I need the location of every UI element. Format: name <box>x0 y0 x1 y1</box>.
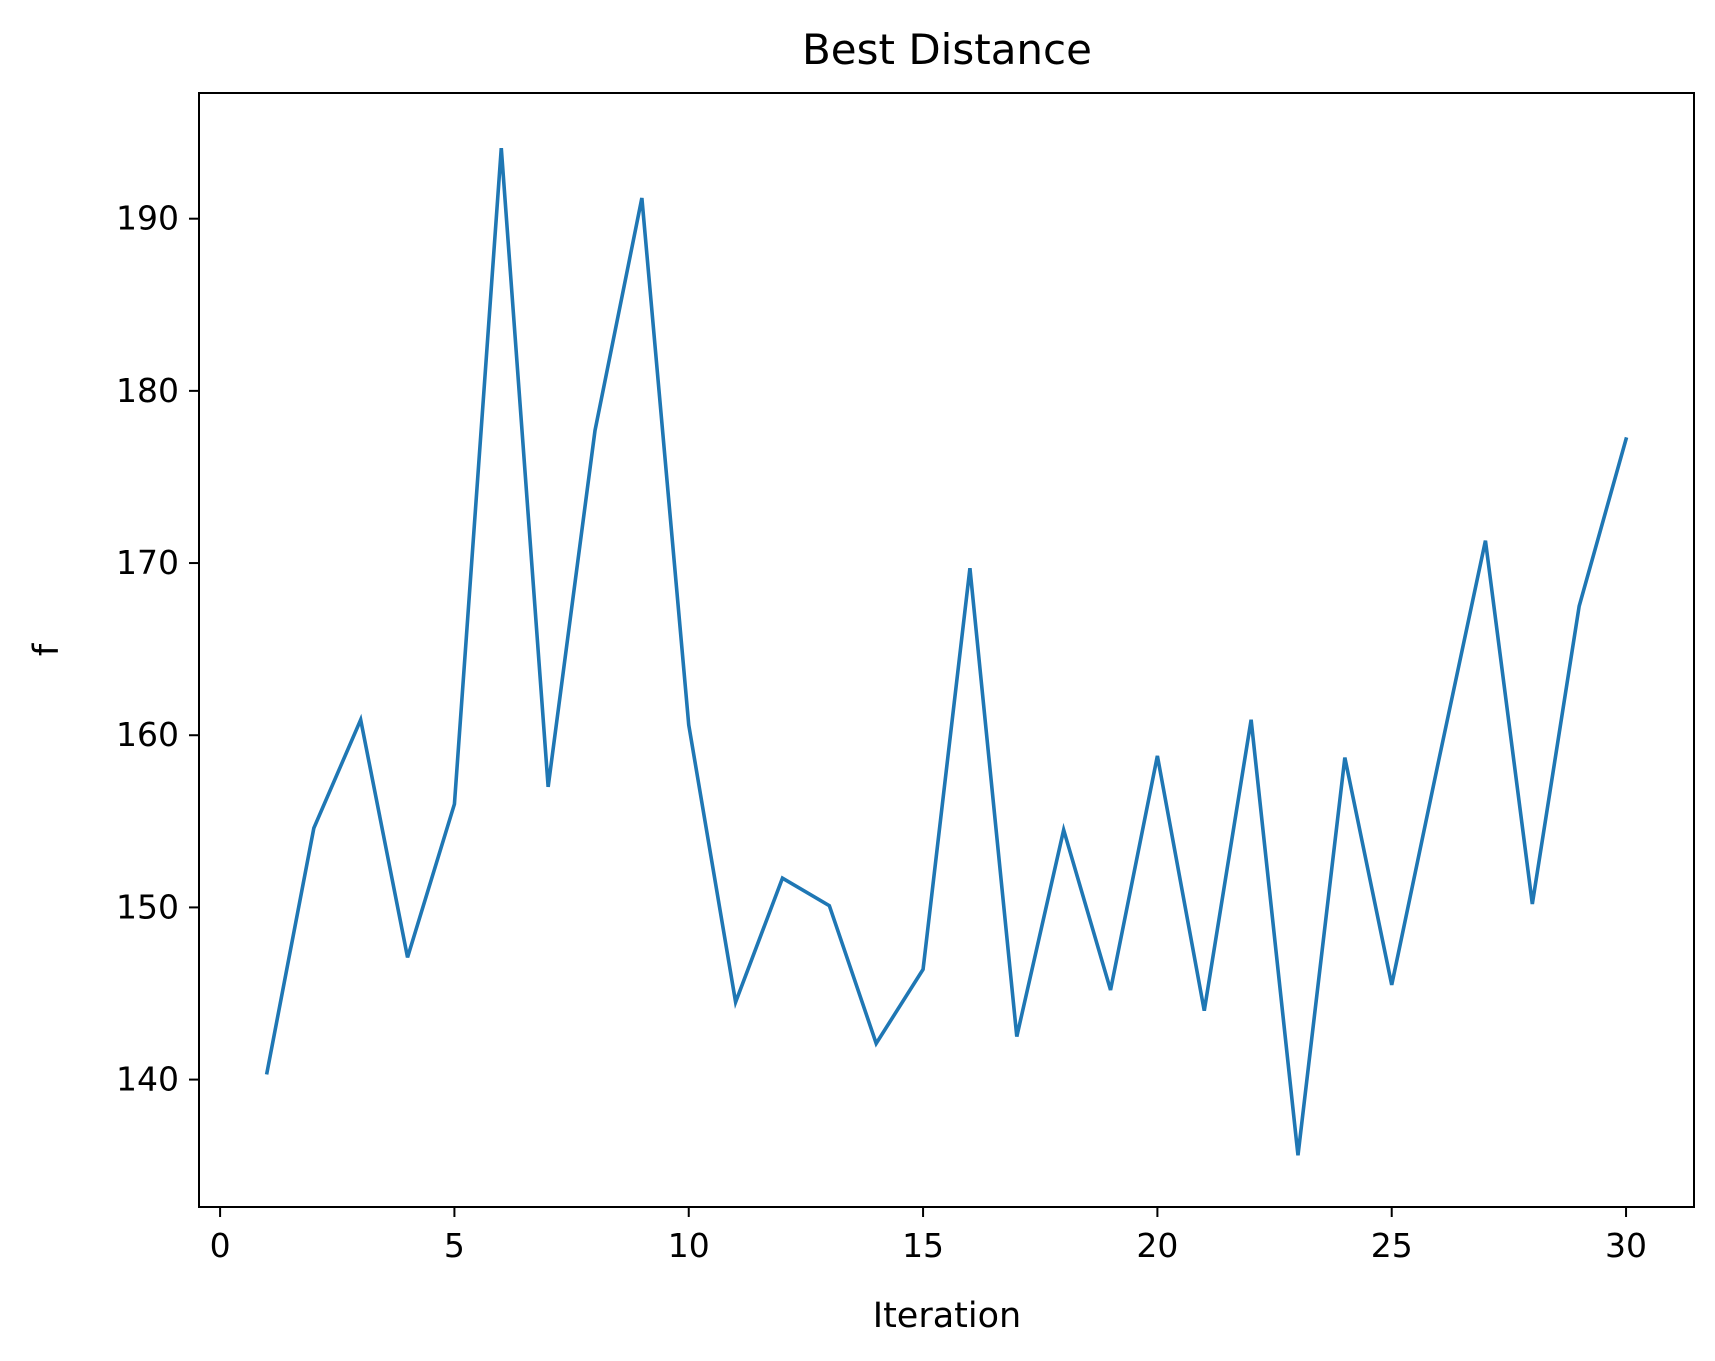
x-axis-label: Iteration <box>873 1296 1021 1336</box>
y-tick-label: 190 <box>116 199 179 238</box>
y-tick-label: 180 <box>116 371 179 410</box>
x-tick-label: 20 <box>1136 1226 1178 1265</box>
y-tick-label: 150 <box>116 887 179 926</box>
x-tick-label: 0 <box>210 1226 231 1265</box>
series-line <box>264 147 1629 1156</box>
y-tick-label: 140 <box>116 1060 179 1099</box>
y-axis-label: f <box>27 643 67 656</box>
x-tick-label: 15 <box>902 1226 944 1265</box>
x-tick-label: 25 <box>1371 1226 1413 1265</box>
y-tick-label: 170 <box>116 543 179 582</box>
y-axis-ticks: 140 150 160 170 180 190 <box>116 199 199 1099</box>
x-tick-label: 10 <box>668 1226 710 1265</box>
chart-title: Best Distance <box>802 25 1092 74</box>
x-axis-ticks: 0 5 10 15 20 25 30 <box>210 1207 1647 1265</box>
x-tick-label: 5 <box>444 1226 465 1265</box>
plot-frame <box>198 92 1695 1208</box>
x-tick-label: 30 <box>1605 1226 1647 1265</box>
y-tick-label: 160 <box>116 715 179 754</box>
